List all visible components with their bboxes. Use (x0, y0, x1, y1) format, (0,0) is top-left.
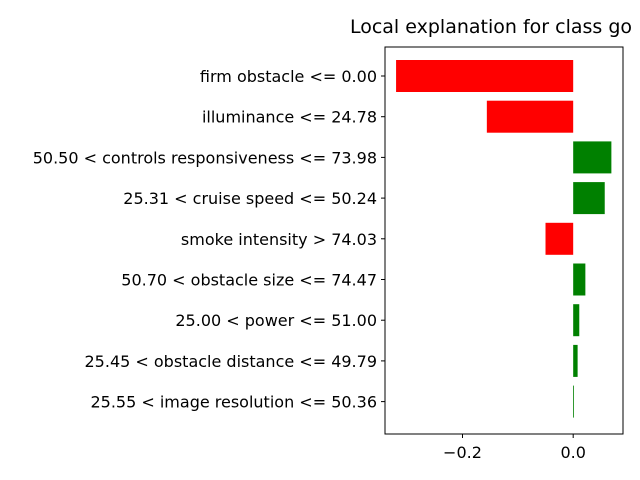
bar-7 (573, 344, 578, 377)
bar-1 (486, 100, 574, 133)
category-label-4: smoke intensity > 74.03 (181, 230, 377, 249)
bar-0 (396, 60, 574, 92)
category-label-0: firm obstacle <= 0.00 (200, 67, 377, 86)
category-label-2: 50.50 < controls responsiveness <= 73.98 (33, 148, 377, 167)
bars-group (396, 60, 612, 418)
bar-6 (573, 304, 580, 337)
category-labels-group: firm obstacle <= 0.00 illuminance <= 24.7… (33, 67, 385, 412)
plot-area-frame (384, 46, 624, 435)
x-axis-ticks-group: −0.2 0.0 (443, 434, 586, 462)
category-label-8: 25.55 < image resolution <= 50.36 (90, 393, 377, 412)
chart-title: Local explanation for class go (350, 16, 632, 38)
category-label-7: 25.45 < obstacle distance <= 49.79 (85, 352, 378, 371)
bar-5 (573, 263, 586, 296)
category-label-5: 50.70 < obstacle size <= 74.47 (121, 271, 377, 290)
bar-3 (573, 182, 605, 215)
bar-2 (573, 141, 612, 174)
category-label-3: 25.31 < cruise speed <= 50.24 (123, 189, 377, 208)
x-tick-label-0: −0.2 (443, 443, 482, 462)
bar-4 (545, 222, 574, 255)
category-label-1: illuminance <= 24.78 (202, 108, 377, 127)
x-tick-label-1: 0.0 (560, 443, 585, 462)
bar-8 (573, 385, 574, 418)
category-label-6: 25.00 < power <= 51.00 (175, 311, 377, 330)
